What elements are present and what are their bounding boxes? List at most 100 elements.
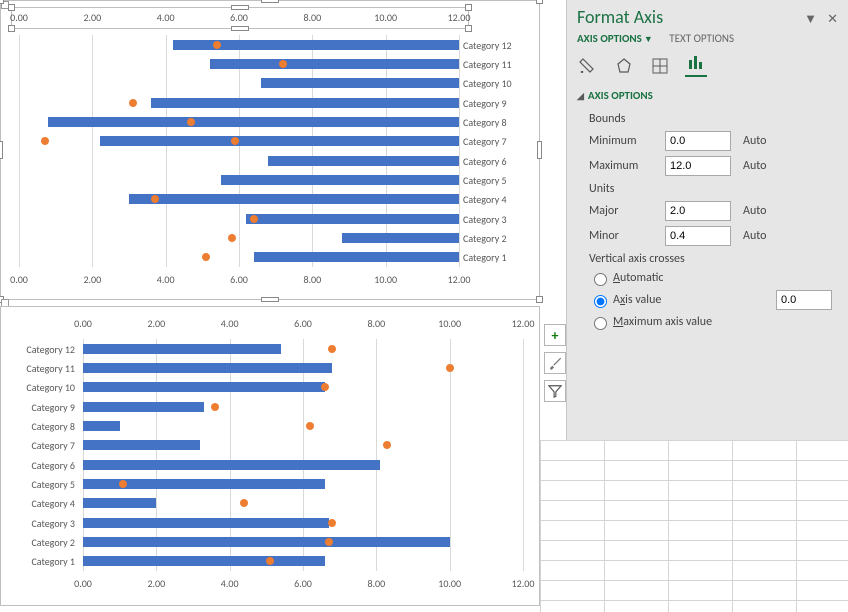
marker-dot: [266, 557, 274, 565]
maximum-label: Maximum: [589, 159, 665, 173]
radio-automatic-label[interactable]: Automatic: [613, 271, 838, 285]
fill-line-icon[interactable]: [577, 55, 599, 77]
tab-axis-options[interactable]: AXIS OPTIONS▼: [577, 32, 653, 49]
axis-tick-label: 2.00: [83, 273, 101, 286]
top-x-axis: 0.002.004.006.008.0010.0012.00: [19, 11, 459, 25]
axis-options-icon[interactable]: [685, 55, 707, 77]
category-label: Category 2: [31, 536, 75, 549]
bar: [261, 78, 459, 88]
marker-dot: [213, 41, 221, 49]
axis-tick-label: 4.00: [157, 11, 175, 24]
marker-dot: [328, 345, 336, 353]
plus-icon: +: [552, 327, 559, 344]
chart-top-categories: Category 12Category 11Category 10Categor…: [463, 35, 535, 267]
chart-style-button[interactable]: [544, 352, 566, 374]
marker-dot: [240, 499, 248, 507]
size-properties-icon[interactable]: [649, 55, 671, 77]
bar: [254, 252, 459, 262]
category-label: Category 7: [463, 135, 507, 148]
axis-tick-label: 0.00: [10, 11, 28, 24]
minor-auto-button[interactable]: Auto: [743, 229, 766, 243]
bar: [83, 440, 200, 450]
axis-tick-label: 8.00: [303, 273, 321, 286]
marker-dot: [325, 538, 333, 546]
chart-top[interactable]: 0.00 2.00 4.00 6.00 8.00 10.00 12.00 Category …: [0, 0, 540, 300]
chart-bottom[interactable]: 0.002.004.006.008.0010.0012.00 Category …: [0, 306, 540, 606]
category-label: Category 6: [463, 155, 507, 168]
chart-bottom-categories: Category 12Category 11Category 10Categor…: [9, 339, 79, 571]
minimum-auto-button[interactable]: Auto: [743, 134, 766, 148]
bar: [268, 156, 459, 166]
axis-tick-label: 4.00: [221, 577, 239, 590]
axis-tick-label: 2.00: [147, 317, 165, 330]
minor-input[interactable]: [665, 226, 731, 246]
radio-max-axis-value-label[interactable]: Maximum axis value: [613, 315, 838, 329]
bar: [83, 460, 380, 470]
effects-icon[interactable]: [613, 55, 635, 77]
category-label: Category 1: [463, 251, 507, 264]
tab-text-options[interactable]: TEXT OPTIONS: [669, 32, 734, 49]
category-label: Category 12: [26, 343, 75, 356]
bounds-label: Bounds: [589, 112, 838, 126]
axis-tick-label: 10.00: [438, 317, 461, 330]
axis-tick-label: 10.00: [374, 11, 397, 24]
marker-dot: [228, 234, 236, 242]
chart-top-plot: [19, 35, 459, 267]
category-label: Category 9: [31, 401, 75, 414]
chart-filter-button[interactable]: [544, 380, 566, 402]
radio-axis-value[interactable]: [594, 295, 607, 308]
worksheet-grid[interactable]: [540, 440, 848, 612]
radio-max-axis-value[interactable]: [594, 317, 607, 330]
bottom-x-axis: 0.002.004.006.008.0010.0012.00: [19, 273, 459, 287]
bar: [246, 214, 459, 224]
category-label: Category 6: [31, 459, 75, 472]
format-axis-pane: Format Axis ▼ ✕ AXIS OPTIONS▼ TEXT OPTIO…: [566, 0, 848, 440]
axis-tick-label: 8.00: [367, 317, 385, 330]
axis-tick-label: 8.00: [303, 11, 321, 24]
marker-dot: [41, 137, 49, 145]
vertical-axis-crosses-label: Vertical axis crosses: [589, 252, 838, 266]
axis-tick-label: 12.00: [448, 273, 471, 286]
axis-tick-label: 12.00: [512, 577, 535, 590]
major-auto-button[interactable]: Auto: [743, 204, 766, 218]
bar: [48, 117, 459, 127]
axis-tick-label: 6.00: [230, 11, 248, 24]
radio-automatic[interactable]: [594, 273, 607, 286]
axis-tick-label: 12.00: [512, 317, 535, 330]
minimum-input[interactable]: [665, 131, 731, 151]
marker-dot: [202, 253, 210, 261]
category-label: Category 4: [463, 193, 507, 206]
section-axis-options-header[interactable]: ◢AXIS OPTIONS: [567, 77, 848, 106]
brush-icon: [548, 356, 562, 370]
radio-axis-value-label[interactable]: Axis value: [613, 293, 776, 307]
minor-label: Minor: [589, 229, 665, 243]
marker-dot: [231, 137, 239, 145]
bar: [129, 194, 459, 204]
chart-add-element-button[interactable]: +: [544, 324, 566, 346]
pane-title: Format Axis: [577, 6, 663, 28]
axis-tick-label: 10.00: [438, 577, 461, 590]
maximum-input[interactable]: [665, 156, 731, 176]
bar: [83, 344, 281, 354]
major-label: Major: [589, 204, 665, 218]
axis-tick-label: 10.00: [374, 273, 397, 286]
bar: [100, 136, 459, 146]
axis-tick-label: 0.00: [74, 317, 92, 330]
funnel-icon: [548, 384, 562, 398]
pane-close-icon[interactable]: ✕: [827, 12, 838, 27]
bar: [83, 382, 325, 392]
category-label: Category 4: [31, 497, 75, 510]
category-label: Category 10: [26, 381, 75, 394]
axis-tick-label: 4.00: [221, 317, 239, 330]
marker-dot: [321, 383, 329, 391]
maximum-auto-button[interactable]: Auto: [743, 159, 766, 173]
category-label: Category 8: [463, 116, 507, 129]
pane-menu-icon[interactable]: ▼: [804, 12, 817, 27]
axis-value-input[interactable]: [776, 290, 832, 310]
category-label: Category 1: [31, 555, 75, 568]
marker-dot: [129, 99, 137, 107]
bar: [83, 402, 204, 412]
category-label: Category 5: [31, 478, 75, 491]
major-input[interactable]: [665, 201, 731, 221]
category-label: Category 8: [31, 420, 75, 433]
